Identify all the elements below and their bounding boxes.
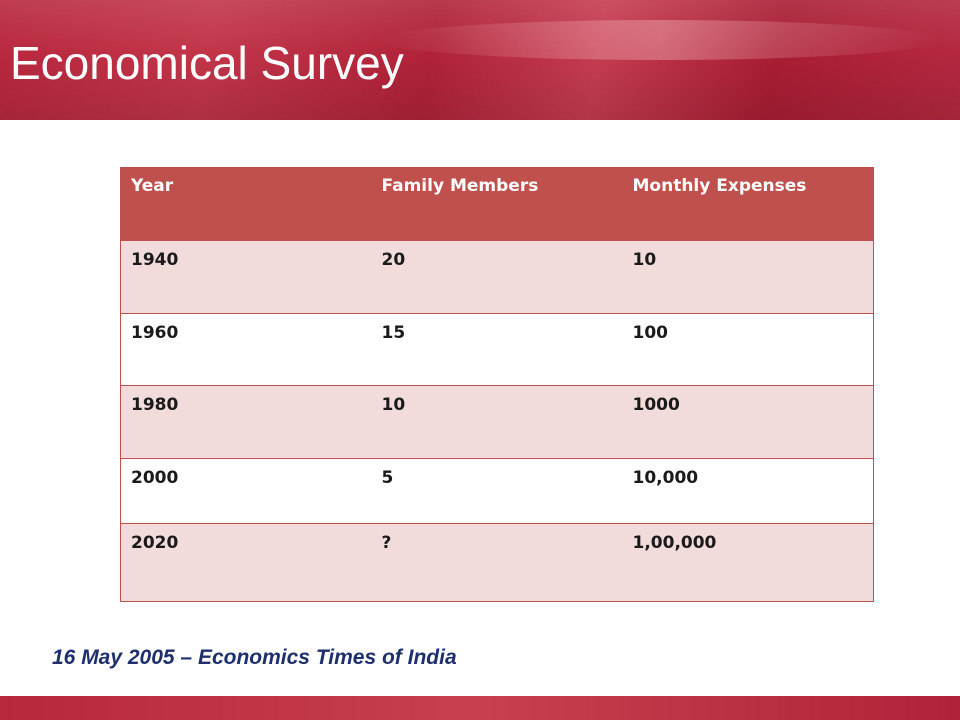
table-row: 2000 5 10,000 xyxy=(120,457,874,523)
cell-monthly-expenses: 1,00,000 xyxy=(622,522,874,602)
cell-monthly-expenses: 100 xyxy=(622,312,874,385)
footer-band xyxy=(0,696,960,720)
page-title: Economical Survey xyxy=(10,37,404,89)
cell-family-members: 10 xyxy=(371,384,623,458)
cell-family-members: 5 xyxy=(371,457,623,523)
header-year: Year xyxy=(120,167,372,240)
header-family-members: Family Members xyxy=(371,167,623,240)
cell-family-members: 20 xyxy=(371,239,623,313)
cell-year: 1980 xyxy=(120,384,372,458)
cell-family-members: 15 xyxy=(371,312,623,385)
table-row: 1980 10 1000 xyxy=(120,384,874,458)
survey-table: Year Family Members Monthly Expenses 194… xyxy=(120,167,874,602)
cell-year: 2000 xyxy=(120,457,372,523)
cell-year: 1940 xyxy=(120,239,372,313)
table-row: 1960 15 100 xyxy=(120,312,874,385)
cell-year: 2020 xyxy=(120,522,372,602)
header-monthly-expenses: Monthly Expenses xyxy=(622,167,874,240)
table-header-row: Year Family Members Monthly Expenses xyxy=(120,167,874,240)
table-row: 2020 ? 1,00,000 xyxy=(120,522,874,602)
table-row: 1940 20 10 xyxy=(120,239,874,313)
cell-monthly-expenses: 10 xyxy=(622,239,874,313)
cell-monthly-expenses: 1000 xyxy=(622,384,874,458)
title-banner xyxy=(0,0,960,120)
survey-table-container: Year Family Members Monthly Expenses 194… xyxy=(120,167,874,602)
cell-monthly-expenses: 10,000 xyxy=(622,457,874,523)
cell-year: 1960 xyxy=(120,312,372,385)
cell-family-members: ? xyxy=(371,522,623,602)
source-caption: 16 May 2005 – Economics Times of India xyxy=(52,646,457,669)
